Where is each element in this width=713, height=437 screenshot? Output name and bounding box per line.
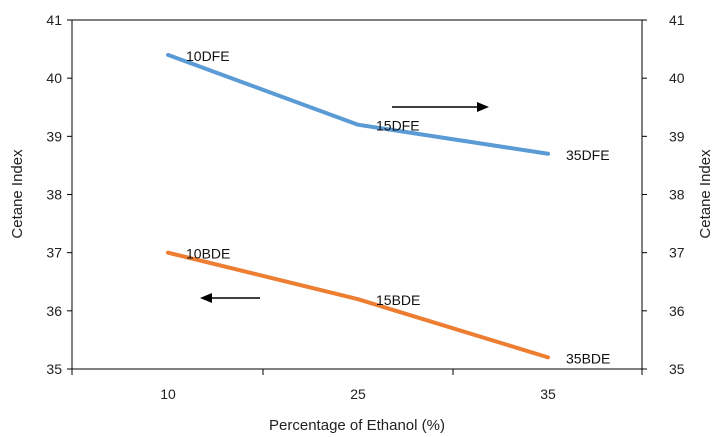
series-line-1 [166, 250, 550, 360]
x-tick-label: 35 [540, 386, 556, 402]
arrow-right-head [477, 102, 489, 112]
y-axis-title-left: Cetane Index [9, 149, 26, 239]
point-label: 10BDE [186, 246, 230, 262]
plot-area [71, 19, 643, 370]
arrow-left-head [200, 293, 212, 303]
y-tick-label-right: 41 [669, 12, 685, 28]
series-lines [166, 52, 550, 360]
point-label: 15DFE [376, 118, 420, 134]
ticks: 35 35 36 36 37 37 38 38 39 39 40 40 41 41 10 25 35 [46, 12, 684, 402]
y-tick-label-right: 37 [669, 245, 685, 261]
y-tick-label-left: 35 [46, 361, 62, 377]
y-tick-label-left: 39 [46, 128, 62, 144]
y-tick-label-right: 40 [669, 70, 685, 86]
y-axis-title-right: Cetane Index [697, 149, 713, 239]
arrows [200, 102, 489, 303]
y-tick-label-right: 39 [669, 128, 685, 144]
x-tick-label: 10 [160, 386, 176, 402]
point-label: 15BDE [376, 292, 420, 308]
point-label: 35DFE [566, 147, 610, 163]
point-labels: 10DFE 15DFE 35DFE 10BDE 15BDE 35BDE [186, 48, 610, 366]
x-axis-title: Percentage of Ethanol (%) [269, 417, 445, 434]
point-label: 35BDE [566, 350, 610, 366]
y-tick-label-right: 38 [669, 187, 685, 203]
y-tick-label-right: 35 [669, 361, 685, 377]
y-tick-label-left: 41 [46, 12, 62, 28]
y-tick-label-left: 37 [46, 245, 62, 261]
point-label: 10DFE [186, 48, 230, 64]
x-tick-label: 25 [350, 386, 366, 402]
y-tick-label-left: 36 [46, 303, 62, 319]
y-tick-label-right: 36 [669, 303, 685, 319]
y-tick-label-left: 38 [46, 187, 62, 203]
y-tick-label-left: 40 [46, 70, 62, 86]
series-line-0 [166, 52, 550, 156]
